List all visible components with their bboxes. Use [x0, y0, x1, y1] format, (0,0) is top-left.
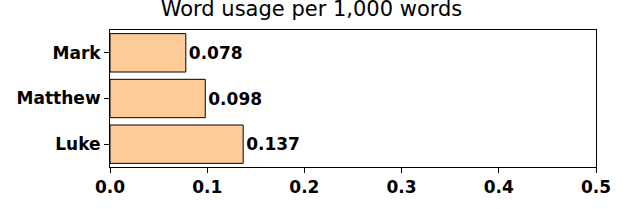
svg-text:0.4: 0.4 — [484, 177, 514, 197]
svg-text:0.078: 0.078 — [189, 43, 243, 63]
svg-text:Luke: Luke — [55, 134, 100, 154]
svg-text:0.098: 0.098 — [208, 89, 262, 109]
svg-text:0.137: 0.137 — [246, 134, 300, 154]
svg-text:Matthew: Matthew — [17, 88, 101, 108]
svg-text:0.1: 0.1 — [192, 177, 222, 197]
svg-text:0.3: 0.3 — [387, 177, 417, 197]
svg-text:0.2: 0.2 — [289, 177, 319, 197]
svg-text:Mark: Mark — [53, 43, 102, 63]
svg-text:Word usage per 1,000 words: Word usage per 1,000 words — [161, 0, 463, 21]
svg-text:0.5: 0.5 — [581, 177, 611, 197]
svg-text:0.0: 0.0 — [95, 177, 125, 197]
